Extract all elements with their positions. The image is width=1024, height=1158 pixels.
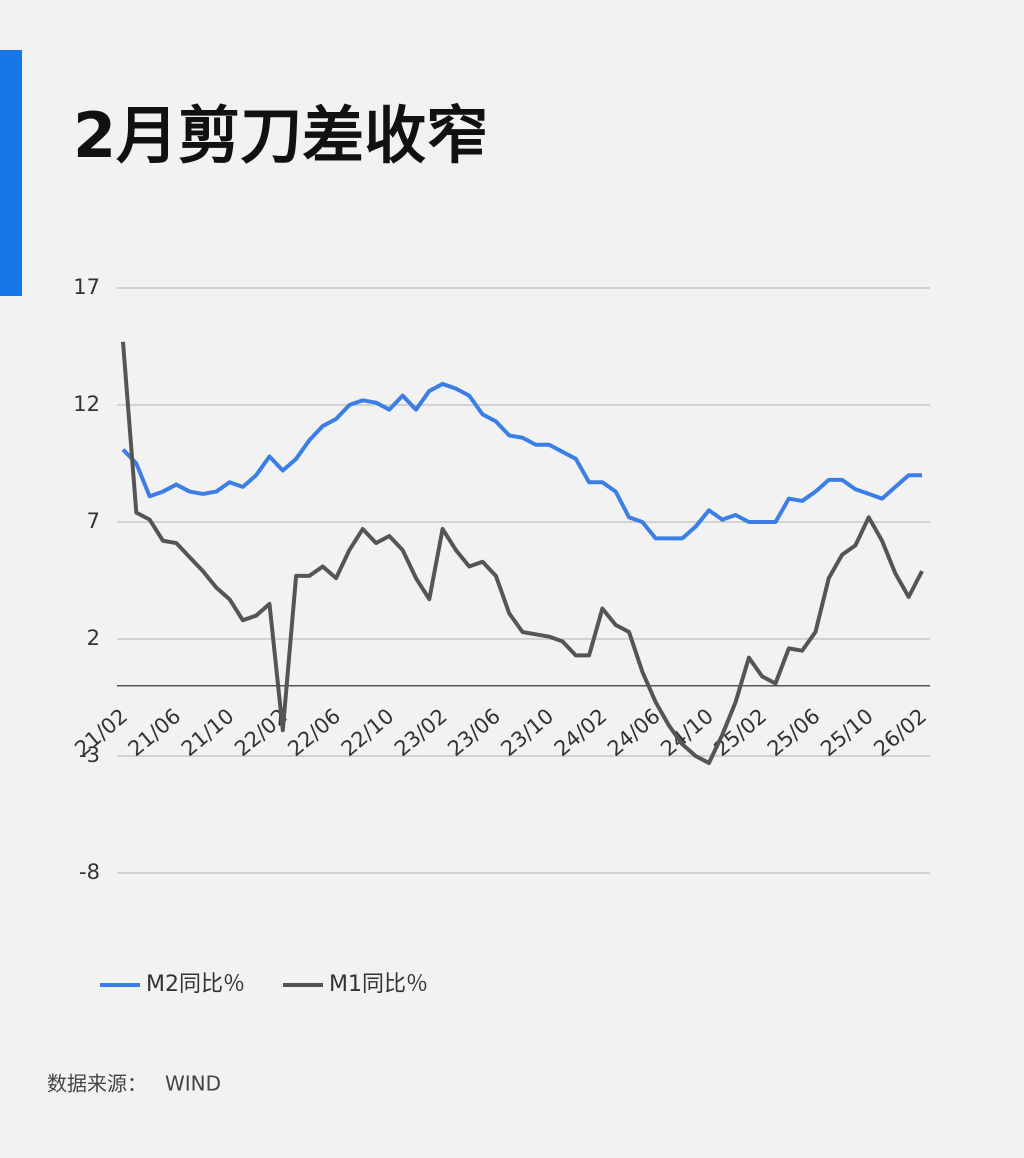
legend-label: M2同比％: [146, 972, 245, 997]
y-tick-label: 12: [73, 392, 100, 416]
legend-label: M1同比％: [329, 972, 428, 997]
y-tick-label: -3: [79, 743, 100, 767]
y-tick-label: -8: [79, 860, 100, 884]
series-line: [121, 381, 922, 541]
y-tick-label: 7: [87, 509, 100, 533]
chart-title: 2月剪刀差收窄: [73, 99, 488, 172]
source-label: 数据来源：: [47, 1072, 147, 1096]
y-tick-label: 17: [73, 275, 100, 299]
source: WIND: [165, 1072, 221, 1096]
series-line: [121, 341, 924, 766]
y-tick-label: 2: [87, 626, 100, 650]
accent-bar: [0, 50, 22, 296]
